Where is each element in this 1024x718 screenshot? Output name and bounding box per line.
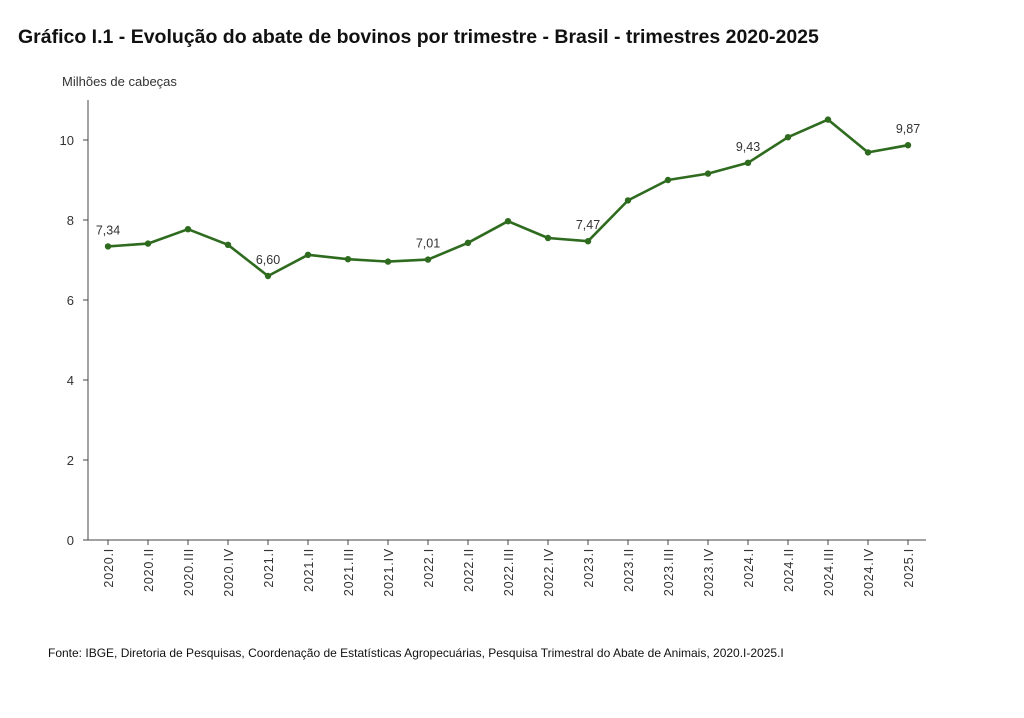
x-tick-label: 2023.III <box>662 548 676 596</box>
x-tick-label: 2024.II <box>782 548 796 592</box>
x-tick-label: 2024.IV <box>862 548 876 597</box>
data-point <box>864 149 872 156</box>
y-axis-label: Milhões de cabeças <box>62 74 177 89</box>
x-tick-label: 2025.I <box>902 548 916 588</box>
y-tick-label: 4 <box>67 373 74 388</box>
x-tick-label: 2020.II <box>142 548 156 592</box>
data-label: 7,01 <box>416 237 440 251</box>
data-labels: 7,34 6,60 7,01 7,47 9,43 9,87 <box>96 122 920 267</box>
x-tick-label: 2023.IV <box>702 548 716 597</box>
y-tick-label: 6 <box>67 293 74 308</box>
y-tick-label: 8 <box>67 213 74 228</box>
x-tick-label: 2022.IV <box>542 548 556 597</box>
data-point <box>584 238 592 245</box>
source-note: Fonte: IBGE, Diretoria de Pesquisas, Coo… <box>48 646 784 660</box>
x-tick-label: 2020.III <box>182 548 196 596</box>
x-tick-label: 2020.IV <box>222 548 236 597</box>
data-label: 7,47 <box>576 218 600 232</box>
data-point <box>544 234 552 242</box>
data-label: 7,34 <box>96 223 120 237</box>
data-label: 6,60 <box>256 253 280 267</box>
data-point <box>104 243 112 250</box>
data-point <box>344 256 352 263</box>
data-point <box>664 176 672 184</box>
chart-title: Gráfico I.1 - Evolução do abate de bovin… <box>18 26 819 48</box>
y-tick-label: 10 <box>60 133 74 148</box>
data-point <box>424 256 432 263</box>
x-tick-label: 2023.II <box>622 548 636 592</box>
data-point <box>784 134 792 141</box>
axes <box>87 100 926 541</box>
x-tick-label: 2021.II <box>302 548 316 592</box>
x-tick-label: 2024.III <box>822 548 836 596</box>
series <box>104 116 912 280</box>
x-tick-label: 2021.IV <box>382 548 396 597</box>
data-point <box>704 170 712 177</box>
x-tick-label: 2021.III <box>342 548 356 596</box>
data-point <box>464 239 472 246</box>
data-point <box>504 218 512 225</box>
data-point <box>144 240 152 247</box>
data-point <box>304 251 312 258</box>
x-tick-label: 2023.I <box>582 548 596 588</box>
y-tick-label: 0 <box>67 533 74 548</box>
data-point <box>744 159 752 166</box>
data-label: 9,87 <box>896 122 920 136</box>
data-point <box>824 116 832 123</box>
x-tick-label: 2021.I <box>262 548 276 588</box>
data-point <box>264 272 272 280</box>
data-point <box>624 197 632 204</box>
x-tick-label: 2024.I <box>742 548 756 588</box>
data-point <box>384 258 392 265</box>
series-line <box>107 118 909 278</box>
x-ticks: 2020.I 2020.II 2020.III 2020.IV 2021.I 2021.I… <box>102 540 916 597</box>
x-tick-label: 2022.III <box>502 548 516 596</box>
data-label: 9,43 <box>736 140 760 154</box>
data-point <box>904 142 912 149</box>
y-tick-label: 2 <box>67 453 74 468</box>
x-tick-label: 2022.I <box>422 548 436 588</box>
data-point <box>184 226 192 233</box>
y-ticks: 0 2 4 6 8 10 <box>60 133 88 548</box>
x-tick-label: 2020.I <box>102 548 116 588</box>
x-tick-label: 2022.II <box>462 548 476 592</box>
data-point <box>224 241 232 248</box>
